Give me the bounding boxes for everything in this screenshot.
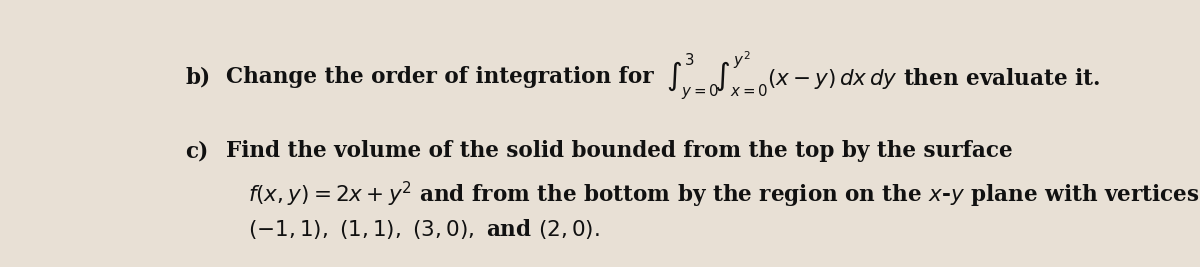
Text: $f(x,y) = 2x + y^2$ and from the bottom by the region on the $x$-$y$ plane with : $f(x,y) = 2x + y^2$ and from the bottom …	[247, 179, 1199, 210]
Text: Find the volume of the solid bounded from the top by the surface: Find the volume of the solid bounded fro…	[227, 140, 1013, 162]
Text: c): c)	[185, 140, 209, 162]
Text: b): b)	[185, 66, 210, 88]
Text: $(-1,1),\ (1,1),\ (3,0),$ and $(2,0).$: $(-1,1),\ (1,1),\ (3,0),$ and $(2,0).$	[247, 217, 599, 241]
Text: Change the order of integration for: Change the order of integration for	[227, 66, 654, 88]
Text: $\int_{y=0}^{3}\!\int_{x=0}^{y^2}(x-y)\,dx\,dy$ then evaluate it.: $\int_{y=0}^{3}\!\int_{x=0}^{y^2}(x-y)\,…	[666, 51, 1100, 103]
